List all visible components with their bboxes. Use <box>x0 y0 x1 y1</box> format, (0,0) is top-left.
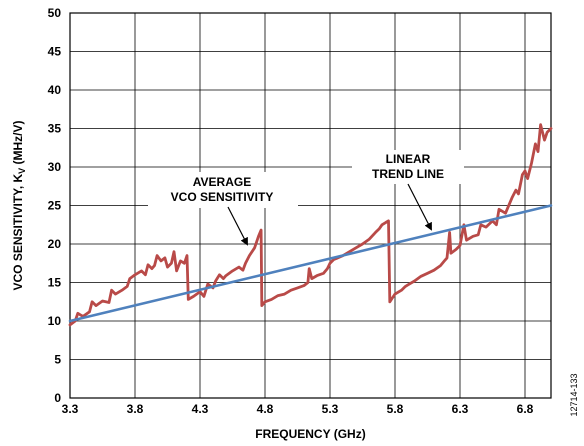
annotation-2-line-2: TREND LINE <box>372 167 444 181</box>
chart-grid <box>69 12 551 399</box>
x-axis-label: FREQUENCY (GHz) <box>255 427 365 441</box>
annotation-2-arrow <box>407 183 432 231</box>
y-tick-label: 45 <box>48 45 62 59</box>
annotation-1-background <box>148 172 298 208</box>
y-tick-label: 10 <box>48 314 62 328</box>
x-tick-label: 5.8 <box>387 402 404 416</box>
series-line-linear-trend <box>68 204 553 323</box>
annotation-1-line-1: AVERAGE <box>193 175 251 189</box>
y-axis-label: VCO SENSITIVITY, KV (MHz/V) <box>11 120 27 290</box>
y-axis-label-subscript: V <box>17 168 27 174</box>
x-tick-label: 5.3 <box>322 402 339 416</box>
x-tick-label: 4.8 <box>257 402 274 416</box>
y-tick-label: 0 <box>54 391 61 405</box>
x-tick-label: 6.8 <box>517 402 534 416</box>
y-tick-label: 35 <box>48 122 62 136</box>
x-tick-label: 6.3 <box>452 402 469 416</box>
series-line-vco-sensitivity <box>68 123 553 327</box>
annotation-1-arrow <box>227 206 248 246</box>
y-axis-label-unit: (MHz/V) <box>11 120 25 167</box>
annotation-1-line-2: VCO SENSITIVITY <box>171 190 274 204</box>
y-tick-label: 40 <box>48 83 62 97</box>
annotation-2-line-1: LINEAR <box>386 152 431 166</box>
annotations: AVERAGE VCO SENSITIVITY LINEAR TREND LIN… <box>148 150 464 246</box>
figure-id-label: 12714-133 <box>569 373 579 416</box>
annotation-2-background <box>352 150 464 184</box>
y-tick-label: 50 <box>48 6 62 20</box>
x-tick-label: 4.3 <box>192 402 209 416</box>
tick-labels: 3.3 3.8 4.3 4.8 5.3 5.8 6.3 6.8 0 5 10 15 20 25 30 35 40… <box>48 6 534 416</box>
series-layer <box>68 123 553 327</box>
x-tick-label: 3.3 <box>62 402 79 416</box>
y-tick-label: 15 <box>48 276 62 290</box>
x-tick-label: 3.8 <box>127 402 144 416</box>
y-tick-label: 30 <box>48 160 62 174</box>
y-tick-label: 20 <box>48 237 62 251</box>
y-axis-label-main: VCO SENSITIVITY, K <box>11 174 25 291</box>
y-tick-label: 5 <box>54 353 61 367</box>
y-tick-label: 25 <box>48 199 62 213</box>
